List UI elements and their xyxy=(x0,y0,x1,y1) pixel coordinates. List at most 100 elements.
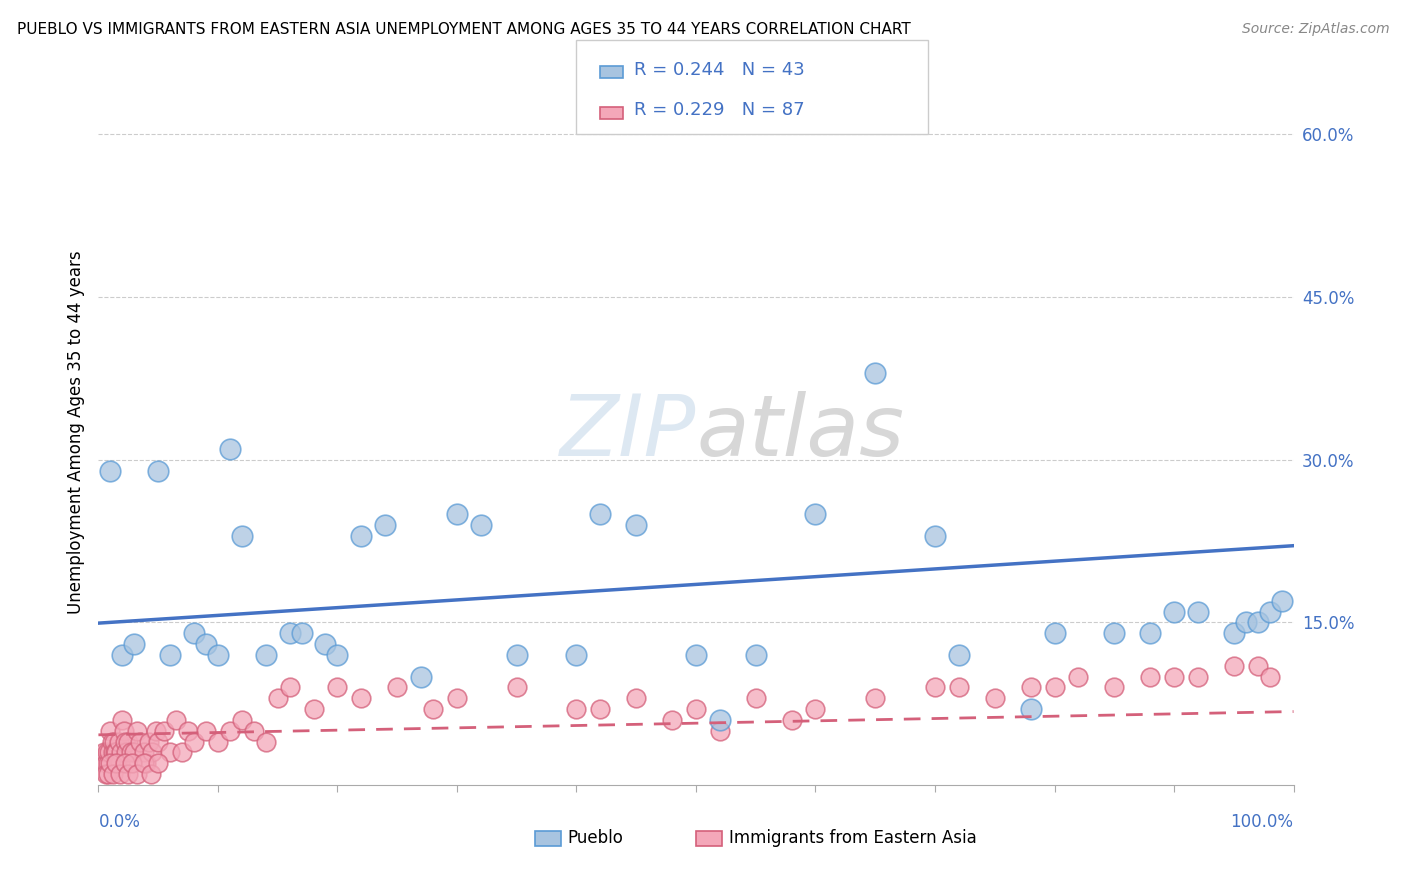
Point xyxy=(1223,658,1246,673)
Point xyxy=(107,756,129,771)
Point xyxy=(865,691,887,706)
Point xyxy=(1104,681,1126,695)
Point xyxy=(804,507,827,521)
Point xyxy=(105,756,128,771)
Point xyxy=(446,507,468,521)
Point xyxy=(1139,669,1161,683)
Point xyxy=(132,746,155,760)
Point xyxy=(231,528,253,542)
Point xyxy=(709,723,731,738)
Point xyxy=(254,734,277,748)
Text: 0.0%: 0.0% xyxy=(98,814,141,831)
Point xyxy=(626,691,648,706)
Point xyxy=(948,648,970,662)
Point xyxy=(114,734,136,748)
Text: R = 0.244   N = 43: R = 0.244 N = 43 xyxy=(634,61,804,78)
Point xyxy=(1043,626,1066,640)
Point xyxy=(948,681,970,695)
Point xyxy=(159,648,181,662)
Point xyxy=(124,637,146,651)
Point xyxy=(291,626,314,640)
Point xyxy=(231,713,253,727)
Point xyxy=(1019,702,1042,716)
Point xyxy=(267,691,290,706)
Point xyxy=(148,464,170,478)
Point xyxy=(506,648,529,662)
Point xyxy=(159,746,181,760)
Point xyxy=(1104,626,1126,640)
Point xyxy=(589,702,612,716)
Point xyxy=(139,767,162,781)
Point xyxy=(745,648,768,662)
Point xyxy=(219,723,242,738)
Point xyxy=(172,746,194,760)
Point xyxy=(506,681,529,695)
Point xyxy=(100,734,122,748)
Point xyxy=(195,637,218,651)
Point xyxy=(112,723,135,738)
Point xyxy=(115,746,138,760)
Point xyxy=(1019,681,1042,695)
Text: PUEBLO VS IMMIGRANTS FROM EASTERN ASIA UNEMPLOYMENT AMONG AGES 35 TO 44 YEARS CO: PUEBLO VS IMMIGRANTS FROM EASTERN ASIA U… xyxy=(17,22,911,37)
Point xyxy=(326,681,349,695)
Y-axis label: Unemployment Among Ages 35 to 44 years: Unemployment Among Ages 35 to 44 years xyxy=(66,251,84,615)
Point xyxy=(350,691,373,706)
Point xyxy=(98,746,121,760)
Point xyxy=(124,746,146,760)
Point xyxy=(195,723,218,738)
Point xyxy=(111,648,134,662)
Text: R = 0.229   N = 87: R = 0.229 N = 87 xyxy=(634,101,804,119)
Point xyxy=(411,669,433,683)
Point xyxy=(1163,605,1185,619)
Point xyxy=(101,767,124,781)
Point xyxy=(98,756,122,771)
Point xyxy=(1043,681,1066,695)
Point xyxy=(709,713,731,727)
Point xyxy=(1187,605,1209,619)
Point xyxy=(661,713,683,727)
Point xyxy=(565,702,588,716)
Point xyxy=(111,713,134,727)
Point xyxy=(121,756,143,771)
Point xyxy=(1139,626,1161,640)
Point xyxy=(110,746,132,760)
Point xyxy=(183,734,205,748)
Point xyxy=(98,464,122,478)
Point xyxy=(804,702,827,716)
Point xyxy=(207,648,229,662)
FancyBboxPatch shape xyxy=(696,830,723,847)
Point xyxy=(1223,626,1246,640)
Point xyxy=(626,517,648,532)
Point xyxy=(219,442,242,456)
Text: Source: ZipAtlas.com: Source: ZipAtlas.com xyxy=(1241,22,1389,37)
Point xyxy=(1258,605,1281,619)
Point xyxy=(278,681,301,695)
Point xyxy=(984,691,1007,706)
Point xyxy=(565,648,588,662)
Point xyxy=(828,105,851,120)
Point xyxy=(254,648,277,662)
Point xyxy=(103,734,125,748)
Text: Immigrants from Eastern Asia: Immigrants from Eastern Asia xyxy=(730,829,977,847)
Point xyxy=(685,648,707,662)
Point xyxy=(105,746,128,760)
Point xyxy=(145,723,167,738)
Point xyxy=(97,767,120,781)
Point xyxy=(125,723,148,738)
Point xyxy=(132,756,155,771)
Point xyxy=(315,637,337,651)
Point xyxy=(183,626,205,640)
Point xyxy=(165,713,187,727)
Point xyxy=(1187,669,1209,683)
Point xyxy=(1247,615,1270,630)
Point xyxy=(117,767,139,781)
Point xyxy=(141,746,163,760)
Point xyxy=(243,723,266,738)
Point xyxy=(101,746,124,760)
Point xyxy=(97,756,120,771)
Point xyxy=(138,734,160,748)
Point xyxy=(865,366,887,380)
Point xyxy=(446,691,468,706)
Point xyxy=(422,702,444,716)
Point xyxy=(148,734,170,748)
